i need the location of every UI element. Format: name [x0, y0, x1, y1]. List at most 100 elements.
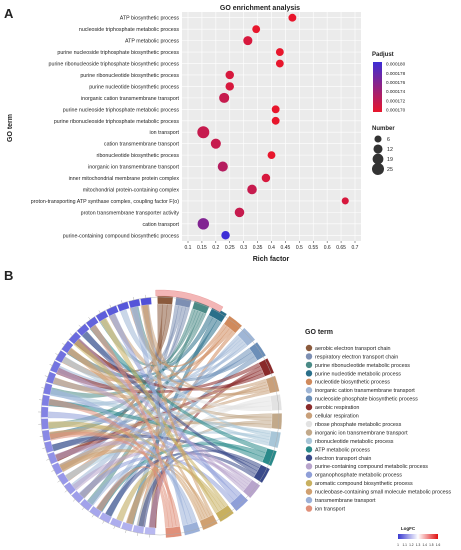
legend-swatch: [305, 446, 313, 453]
legend-label: cellular respiration: [315, 414, 359, 420]
legend-swatch: [305, 463, 313, 470]
gene-tick: [44, 375, 48, 377]
chord-ribbon: [140, 304, 214, 517]
y-tick-label: purine ribonucleoside triphosphate metab…: [54, 119, 179, 125]
padjust-legend-title: Padjust: [372, 52, 394, 58]
gene-tick: [55, 353, 58, 356]
gene-tick: [72, 499, 76, 502]
chord-ribbons: [47, 303, 273, 529]
logfc-colorbar: [398, 534, 438, 539]
legend-swatch: [305, 370, 313, 377]
legend-swatch: [305, 412, 313, 419]
logfc-tick-label: 1.6: [436, 543, 441, 547]
legend-swatch: [305, 471, 313, 478]
padjust-tick-label: 0.000180: [386, 62, 406, 67]
number-legend-label: 6: [387, 137, 390, 143]
y-tick-label: purine-containing compound biosynthetic …: [63, 233, 180, 239]
chord-outer-arcs: [38, 289, 283, 539]
go-enrichment-bubble-chart: A GO enrichment analysis ATP biosyntheti…: [4, 5, 406, 263]
legend-label: ion transport: [315, 506, 345, 512]
logfc-legend-ticks: 1 1.1 1.2 1.3 1.4 1.5 1.6: [397, 543, 440, 547]
legend-label: aerobic respiration: [315, 405, 359, 411]
data-point: [225, 82, 234, 91]
x-tick-label: 0.35: [253, 245, 263, 251]
chord-ribbon: [108, 313, 267, 391]
x-tick-label: 0.25: [225, 245, 235, 251]
y-tick-label: inner mitochondrial membrane protein com…: [69, 176, 180, 182]
x-tick-labels: 0.1 0.15 0.2 0.25 0.3 0.35 0.4 0.45 0.5 0.55 0.6 0.…: [185, 241, 359, 251]
gene-tick: [137, 532, 139, 536]
legend-swatch: [305, 344, 313, 352]
legend-swatch: [305, 429, 313, 436]
data-point: [221, 231, 230, 240]
gene-arc: [43, 440, 54, 454]
logfc-legend-title: LogFC: [401, 526, 416, 531]
data-point: [219, 92, 230, 103]
x-tick-label: 0.15: [197, 245, 207, 251]
gene-tick: [88, 317, 91, 320]
term-arc: [215, 504, 235, 523]
legend-label: ribonucleotide metabolic process: [315, 439, 394, 445]
x-tick-label: 0.3: [240, 245, 247, 251]
legend-label: respiratory electron transport chain: [315, 354, 398, 360]
data-point: [197, 126, 210, 139]
gene-tick: [125, 530, 127, 534]
data-point: [225, 70, 234, 80]
x-tick-label: 0.45: [281, 245, 291, 251]
legend-label: organophosphate metabolic process: [315, 473, 402, 479]
gene-tick: [78, 324, 81, 328]
gene-tick: [98, 310, 101, 314]
y-tick-label: proton transmembrane transporter activit…: [81, 210, 180, 216]
gene-arc: [144, 526, 156, 536]
term-arc: [229, 493, 249, 512]
y-tick-labels: ATP biosynthetic process nucleoside triph…: [31, 16, 180, 240]
gene-tick: [46, 459, 50, 461]
legend-label: transmembrane transport: [315, 498, 376, 504]
legend-label: nucleotide biosynthetic process: [315, 380, 390, 386]
data-point: [271, 116, 280, 125]
x-tick-label: 0.7: [352, 245, 359, 251]
chord-ribbon: [89, 324, 268, 454]
gene-arc: [128, 298, 141, 309]
legend-label: inorganic ion transmembrane transport: [315, 430, 408, 436]
number-legend-dot: [373, 144, 383, 154]
term-arc: [199, 514, 219, 531]
legend-label: inorganic cation transmembrane transport: [315, 388, 415, 394]
data-point: [261, 173, 271, 183]
padjust-tick-label: 0.000178: [386, 71, 406, 76]
chord-ribbon: [56, 362, 261, 394]
chord-diagram: B GO term aerobic electron transport cha…: [4, 268, 451, 547]
legend-swatch: [305, 420, 313, 428]
gene-arc: [40, 418, 49, 430]
legend-swatch: [305, 395, 313, 402]
number-legend-title: Number: [372, 126, 395, 132]
legend-swatch: [305, 488, 313, 495]
data-point: [275, 48, 284, 56]
term-arc: [242, 479, 261, 499]
term-arc: [258, 357, 275, 377]
term-arc: [267, 430, 282, 449]
y-tick-label: purine nucleoside triphosphate biosynthe…: [57, 50, 179, 56]
y-tick-label: ion transport: [150, 130, 180, 136]
number-legend-label: 25: [387, 167, 393, 173]
term-arc: [237, 327, 256, 347]
panel-label-b: B: [4, 268, 13, 283]
data-point: [217, 161, 228, 172]
x-tick-label: 0.1: [185, 245, 192, 251]
gene-tick: [109, 304, 112, 308]
grid-lines: [182, 12, 361, 241]
legend-label: ATP metabolic process: [315, 447, 370, 453]
gene-tick: [102, 520, 105, 524]
x-tick-label: 0.55: [308, 245, 318, 251]
logfc-tick-label: 1: [397, 543, 399, 547]
data-point: [210, 138, 221, 149]
padjust-tick-label: 0.000172: [386, 98, 406, 103]
y-tick-label: cation transport: [142, 222, 179, 228]
gene-tick: [51, 470, 55, 472]
y-tick-label: inorganic cation transmembrane transport: [81, 96, 180, 102]
gene-tick: [62, 342, 65, 346]
gene-tick: [41, 387, 45, 389]
gene-tick: [39, 435, 43, 437]
y-tick-label: mitochondrial protein-containing complex: [83, 187, 180, 193]
gene-tick: [91, 514, 94, 518]
